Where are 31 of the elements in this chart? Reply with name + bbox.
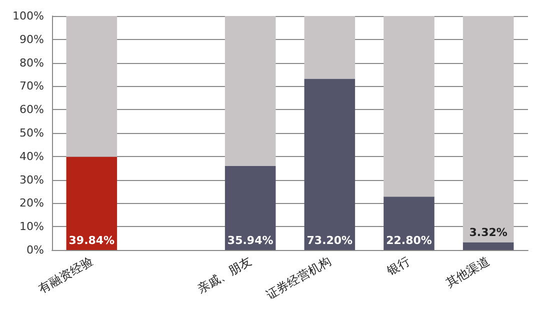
x-tick-label: 亲戚、朋友: [194, 254, 254, 296]
bar: [304, 16, 356, 79]
y-tick-label: 80%: [20, 56, 44, 70]
x-tick-label: 其他渠道: [443, 254, 492, 290]
x-tick-label: 证券经营机构: [264, 254, 334, 302]
bar: [384, 196, 434, 250]
data-label: 22.80%: [386, 234, 432, 247]
data-label: 39.84%: [68, 234, 115, 247]
bar: [224, 166, 276, 250]
bar: [66, 16, 118, 157]
bar: [304, 78, 356, 250]
bar: [384, 16, 434, 197]
y-tick-label: 30%: [20, 173, 44, 186]
y-tick-label: 20%: [20, 196, 44, 210]
x-tick-label: 银行: [384, 254, 412, 279]
data-label: 3.32%: [469, 226, 508, 240]
x-tick-label: 有融资经验: [36, 254, 96, 296]
y-tick-label: 90%: [20, 32, 44, 46]
y-tick-label: 0%: [26, 244, 44, 256]
y-tick-label: 40%: [20, 150, 44, 163]
y-tick-label: 50%: [20, 126, 44, 140]
y-tick-label: 100%: [12, 10, 44, 22]
bar: [462, 16, 514, 242]
data-label: 35.94%: [227, 234, 274, 247]
bar: [462, 242, 514, 250]
bar: [66, 156, 118, 250]
bar: [224, 16, 276, 166]
data-label: 73.20%: [306, 234, 353, 247]
y-tick-label: 70%: [20, 80, 44, 93]
y-tick-label: 60%: [20, 103, 44, 116]
y-tick-label: 10%: [20, 220, 44, 234]
